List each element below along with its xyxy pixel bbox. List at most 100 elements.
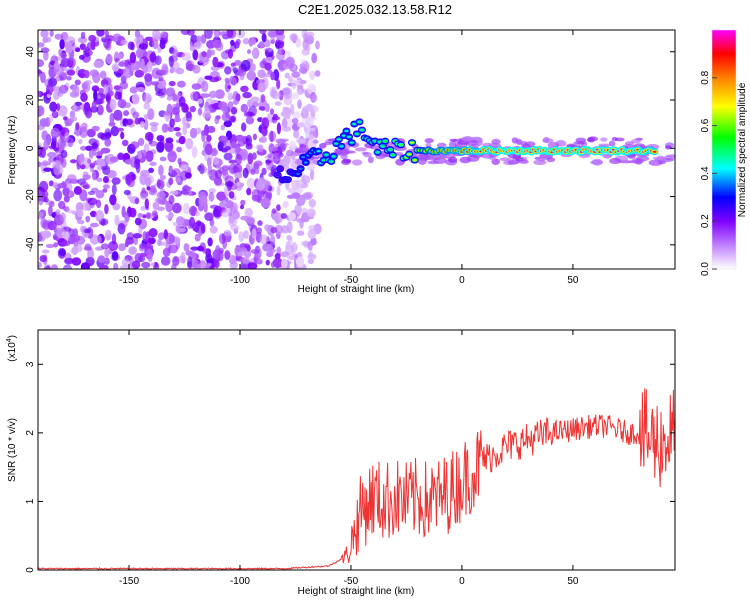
noise-blob [234,144,241,154]
band-blob [361,151,369,155]
noise-blob [99,70,107,80]
noise-blob [43,196,49,203]
noise-blob [256,79,261,84]
noise-blob [45,243,55,249]
noise-blob [280,213,287,219]
noise-blob [307,241,313,252]
noise-blob [50,140,57,149]
band-blob [323,141,334,145]
noise-blob [239,247,248,253]
noise-blob [224,181,234,188]
noise-blob [149,122,159,127]
noise-blob [139,243,147,249]
noise-blob [157,69,167,75]
noise-blob [213,259,220,269]
noise-blob [120,131,125,140]
noise-blob [106,53,113,65]
noise-blob [123,110,130,117]
noise-blob [85,145,93,151]
streak-core [410,141,414,144]
noise-blob [168,244,179,254]
noise-blob [78,54,85,60]
band-blob [575,137,587,143]
noise-blob [112,203,121,211]
noise-blob [136,86,145,92]
noise-blob [104,229,112,241]
noise-blob [158,232,165,240]
noise-blob [168,195,175,205]
band-blob [518,159,529,164]
noise-blob [275,30,285,36]
noise-blob [213,176,223,186]
noise-blob [65,36,76,45]
noise-blob [303,193,312,201]
noise-blob [210,127,215,133]
noise-blob [63,195,70,203]
noise-blob [152,201,159,210]
noise-blob [214,169,222,179]
streak-core [316,150,321,153]
noise-blob [156,78,167,90]
noise-blob [97,235,102,244]
noise-blob [140,193,147,200]
noise-blob [195,210,200,217]
noise-blob [192,222,198,232]
noise-blob [91,100,97,112]
noise-blob [207,164,213,175]
noise-blob [183,202,190,215]
noise-blob [156,179,165,190]
noise-blob [245,116,255,125]
x-tick-label: 0 [459,275,465,286]
streak-core [285,178,290,181]
snr-xlabel: Height of straight line (km) [298,586,415,597]
noise-blob [199,93,210,98]
noise-blob [307,228,317,240]
noise-blob [270,91,281,100]
noise-blob [180,170,188,181]
band-blob [634,158,643,165]
band-blob [467,154,480,162]
noise-blob [257,82,267,93]
noise-blob [242,91,252,99]
snr-scale-prefix: (x104) [6,335,18,362]
noise-blob [217,140,224,152]
noise-blob [198,163,205,175]
noise-blob [262,73,273,78]
noise-blob [260,136,267,143]
noise-blob [247,99,253,108]
noise-blob [264,49,269,57]
noise-blob [138,43,148,50]
noise-blob [115,127,124,132]
streak-core [347,135,352,138]
noise-blob [42,161,52,166]
noise-blob [292,111,302,119]
noise-blob [201,130,206,143]
noise-blob [238,231,245,243]
noise-blob [150,262,155,267]
noise-blob [277,47,284,56]
noise-blob [144,198,149,209]
noise-blob [122,67,132,79]
band-blob [491,138,501,145]
noise-blob [164,140,174,153]
noise-blob [124,159,133,165]
noise-blob [210,66,220,71]
band-blob [312,140,319,144]
noise-blob [53,61,61,70]
noise-blob [124,118,134,126]
x-tick-label: 50 [567,576,579,587]
noise-blob [290,242,298,253]
noise-blob [109,98,117,111]
noise-blob [224,250,231,260]
noise-blob [115,72,122,78]
noise-blob [128,246,137,255]
noise-blob [153,261,159,268]
noise-blob [223,229,232,237]
noise-blob [130,141,140,150]
noise-blob [57,105,68,117]
noise-blob [47,151,57,158]
noise-blob [38,90,41,98]
noise-blob [290,92,299,100]
band-blob [336,149,350,156]
noise-blob [224,81,231,93]
